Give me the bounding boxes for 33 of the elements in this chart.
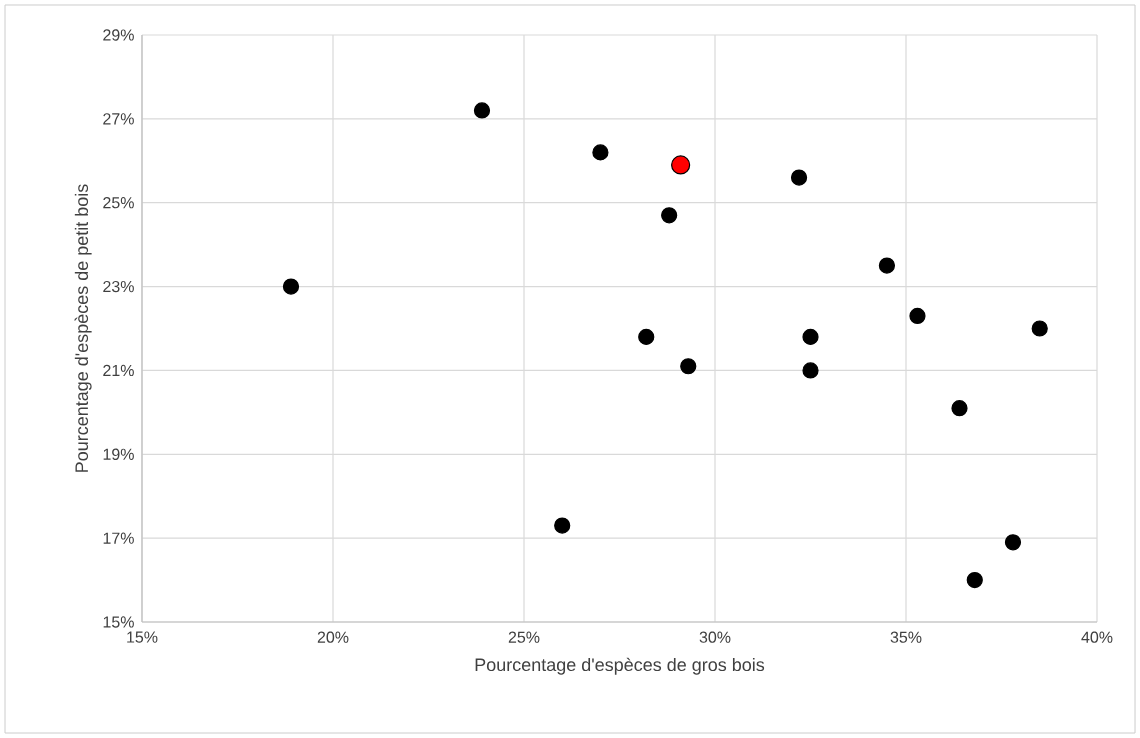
point — [592, 144, 609, 161]
y-tick-label: 25% — [103, 197, 134, 209]
y-tick-label: 21% — [103, 364, 134, 377]
x-tick-label: 35% — [890, 631, 922, 643]
y-tick-label: 19% — [103, 448, 134, 460]
point — [1004, 534, 1022, 551]
point — [638, 328, 655, 345]
point — [680, 358, 697, 375]
point — [802, 362, 819, 379]
point — [1031, 320, 1048, 337]
point — [282, 278, 300, 295]
point — [473, 102, 491, 119]
x-tick-label: 20% — [317, 631, 349, 643]
y-tick-label: 27% — [103, 113, 134, 125]
y-tick-label: 23% — [103, 280, 134, 293]
x-axis-title: Pourcentage d'espèces de gros bois — [475, 657, 765, 675]
point — [951, 400, 968, 417]
y-tick-label: 17% — [103, 532, 134, 544]
point — [661, 207, 678, 224]
point — [554, 517, 571, 534]
x-tick-label: 30% — [699, 631, 731, 643]
point — [790, 169, 808, 186]
x-tick-label: 25% — [508, 631, 540, 643]
point — [671, 155, 691, 175]
point — [966, 571, 983, 589]
x-tick-label: 15% — [127, 631, 158, 643]
x-tick-label: 40% — [1081, 631, 1113, 643]
point — [909, 307, 926, 325]
y-tick-label: 29% — [103, 29, 134, 41]
point — [878, 257, 896, 274]
y-axis-title: Pourcentage d'espèces de petit bois — [74, 184, 92, 472]
y-tick-label: 15% — [103, 616, 134, 628]
point — [802, 328, 819, 345]
